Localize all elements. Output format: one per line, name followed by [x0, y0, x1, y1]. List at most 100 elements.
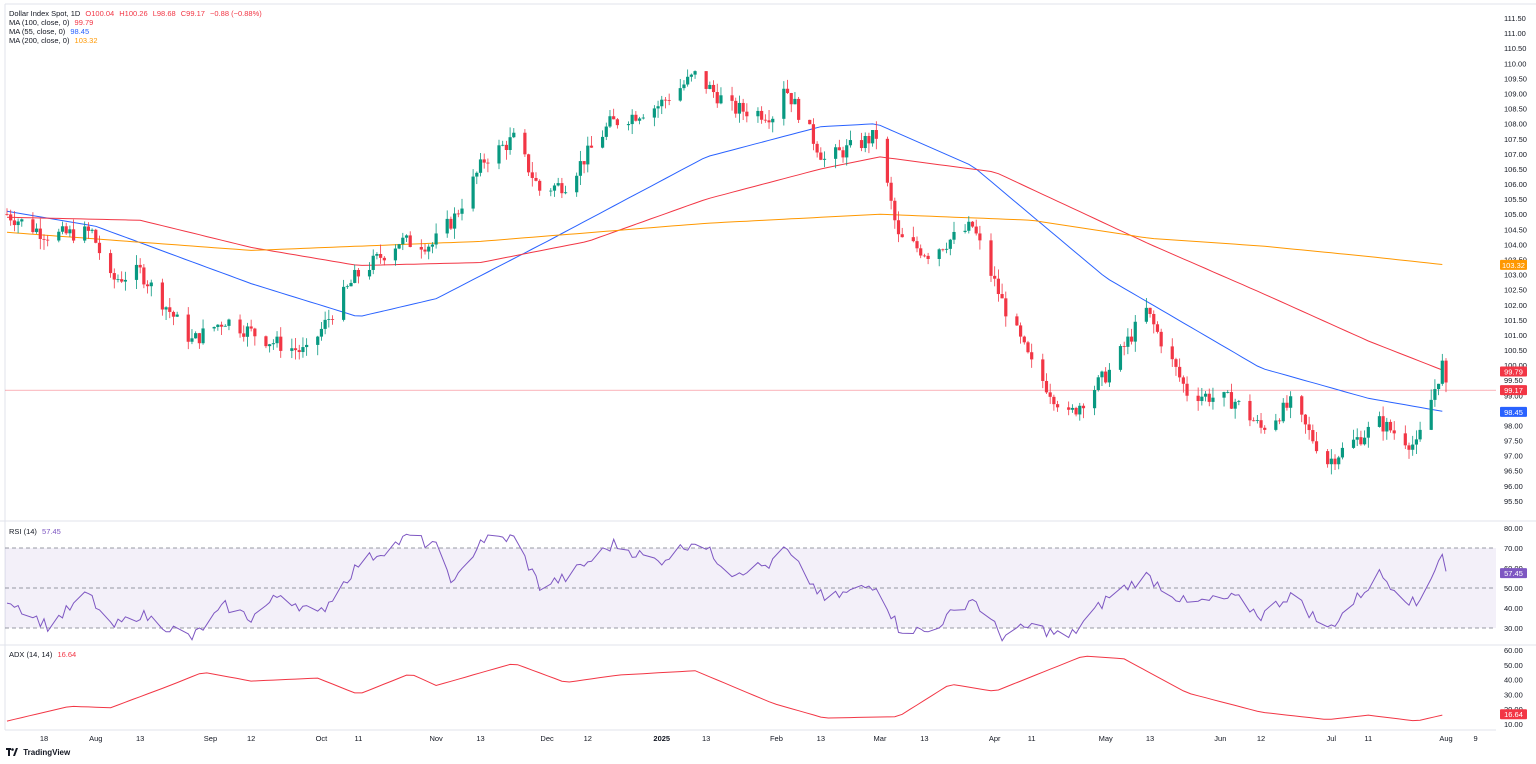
- candle-body: [342, 286, 346, 320]
- candle-body: [460, 208, 464, 214]
- ma55-legend: MA (55, close, 0) 98.45: [9, 27, 265, 36]
- candle-body: [526, 154, 531, 173]
- candle-body: [682, 84, 686, 89]
- candle-body: [275, 336, 279, 344]
- candle-body: [789, 93, 793, 105]
- price-tick-label: 100.00: [1504, 361, 1527, 370]
- price-tick-label: 98.00: [1504, 421, 1523, 430]
- price-tick-label: 109.50: [1504, 74, 1527, 83]
- candle-body: [926, 255, 930, 259]
- candle-body: [5, 214, 9, 216]
- candle-body: [1196, 395, 1200, 402]
- candle-body: [60, 226, 65, 232]
- candle-body: [1255, 420, 1259, 421]
- candle-body: [123, 279, 127, 282]
- price-tick-label: 104.00: [1504, 240, 1527, 249]
- rsi-tick-label: 70.00: [1504, 544, 1523, 553]
- candle-body: [408, 235, 412, 247]
- candle-body: [1078, 405, 1082, 415]
- price-badge-bg: [1500, 406, 1527, 417]
- candle-body: [552, 185, 557, 191]
- candle-body: [1048, 392, 1052, 397]
- candle-body: [834, 147, 838, 159]
- candle-body: [71, 229, 76, 241]
- ma100-label: MA (100, close, 0): [9, 18, 70, 27]
- price-badge: 99.79: [1504, 367, 1523, 376]
- candle-body: [290, 348, 294, 351]
- candle-body: [604, 126, 608, 137]
- candle-body: [1030, 352, 1034, 360]
- adx-tick-label: 50.00: [1504, 661, 1523, 670]
- price-tick-label: 106.50: [1504, 165, 1527, 174]
- candle-body: [660, 99, 664, 107]
- candle-body: [1329, 458, 1333, 465]
- candle-body: [589, 145, 594, 148]
- close-value: C99.17: [180, 9, 205, 18]
- candle-body: [34, 228, 39, 233]
- candle-body: [1274, 420, 1278, 430]
- candle-body: [1052, 396, 1056, 405]
- rsi-badge-bg: [1500, 568, 1527, 579]
- candle-body: [1100, 371, 1104, 378]
- candle-body: [1041, 359, 1045, 381]
- ma200-value: 103.32: [74, 36, 98, 45]
- candle-body: [993, 275, 997, 279]
- candle-body: [560, 183, 564, 194]
- candle-body: [963, 230, 967, 232]
- candle-body: [504, 144, 508, 151]
- ohlc-row: Dollar Index Spot, 1D O100.04 H100.26 L9…: [9, 9, 265, 18]
- candle-body: [1222, 392, 1226, 398]
- candle-body: [38, 228, 42, 239]
- candle-body: [822, 158, 827, 160]
- candle-body: [686, 76, 690, 85]
- candle-body: [190, 338, 194, 342]
- candle-body: [1433, 389, 1437, 400]
- price-grid: [0, 3, 1536, 731]
- candle-body: [1392, 430, 1396, 434]
- candle-body: [730, 95, 734, 101]
- candle-body: [841, 150, 845, 158]
- candle-body: [612, 116, 616, 120]
- main-legend: Dollar Index Spot, 1D O100.04 H100.26 L9…: [9, 9, 265, 45]
- candle-body: [216, 324, 220, 327]
- candle-body: [615, 119, 619, 126]
- candle-body: [845, 145, 849, 158]
- candle-body: [1351, 439, 1356, 448]
- candle-body: [323, 319, 327, 329]
- candle-body: [297, 350, 301, 353]
- candle-body: [900, 234, 904, 238]
- adx-badge-bg: [1500, 709, 1527, 720]
- candle-body: [652, 108, 656, 118]
- price-tick-label: 105.00: [1504, 210, 1527, 219]
- candle-body: [734, 100, 738, 114]
- time-tick-label: 13: [817, 734, 825, 743]
- price-tick-label: 110.00: [1504, 59, 1526, 68]
- candle-body: [1340, 447, 1345, 458]
- candle-body: [889, 182, 893, 201]
- candle-body: [782, 88, 786, 119]
- candle-body: [268, 344, 272, 347]
- tradingview-logo[interactable]: TradingView: [6, 748, 70, 757]
- price-tick-label: 95.50: [1504, 497, 1523, 506]
- candle-body: [1414, 439, 1419, 445]
- candle-body: [1207, 393, 1211, 402]
- candle-body: [538, 180, 542, 191]
- time-tick-label: Mar: [874, 734, 887, 743]
- candle-body: [301, 347, 305, 353]
- candle-body: [1388, 421, 1393, 431]
- candle-body: [575, 175, 579, 193]
- rsi-tick-label: 40.00: [1504, 604, 1523, 613]
- candle-body: [978, 233, 982, 241]
- candle-body: [1355, 437, 1359, 440]
- candle-body: [1203, 393, 1208, 397]
- candle-body: [171, 311, 176, 317]
- candle-body: [327, 319, 331, 320]
- price-tick-label: 97.50: [1504, 437, 1523, 446]
- time-tick-label: 11: [355, 734, 363, 743]
- candle-body: [704, 71, 708, 89]
- candle-body: [1237, 400, 1241, 402]
- time-tick-label: 12: [1257, 734, 1265, 743]
- rsi-badge: 57.45: [1504, 569, 1523, 578]
- adx-value: 16.64: [57, 650, 77, 659]
